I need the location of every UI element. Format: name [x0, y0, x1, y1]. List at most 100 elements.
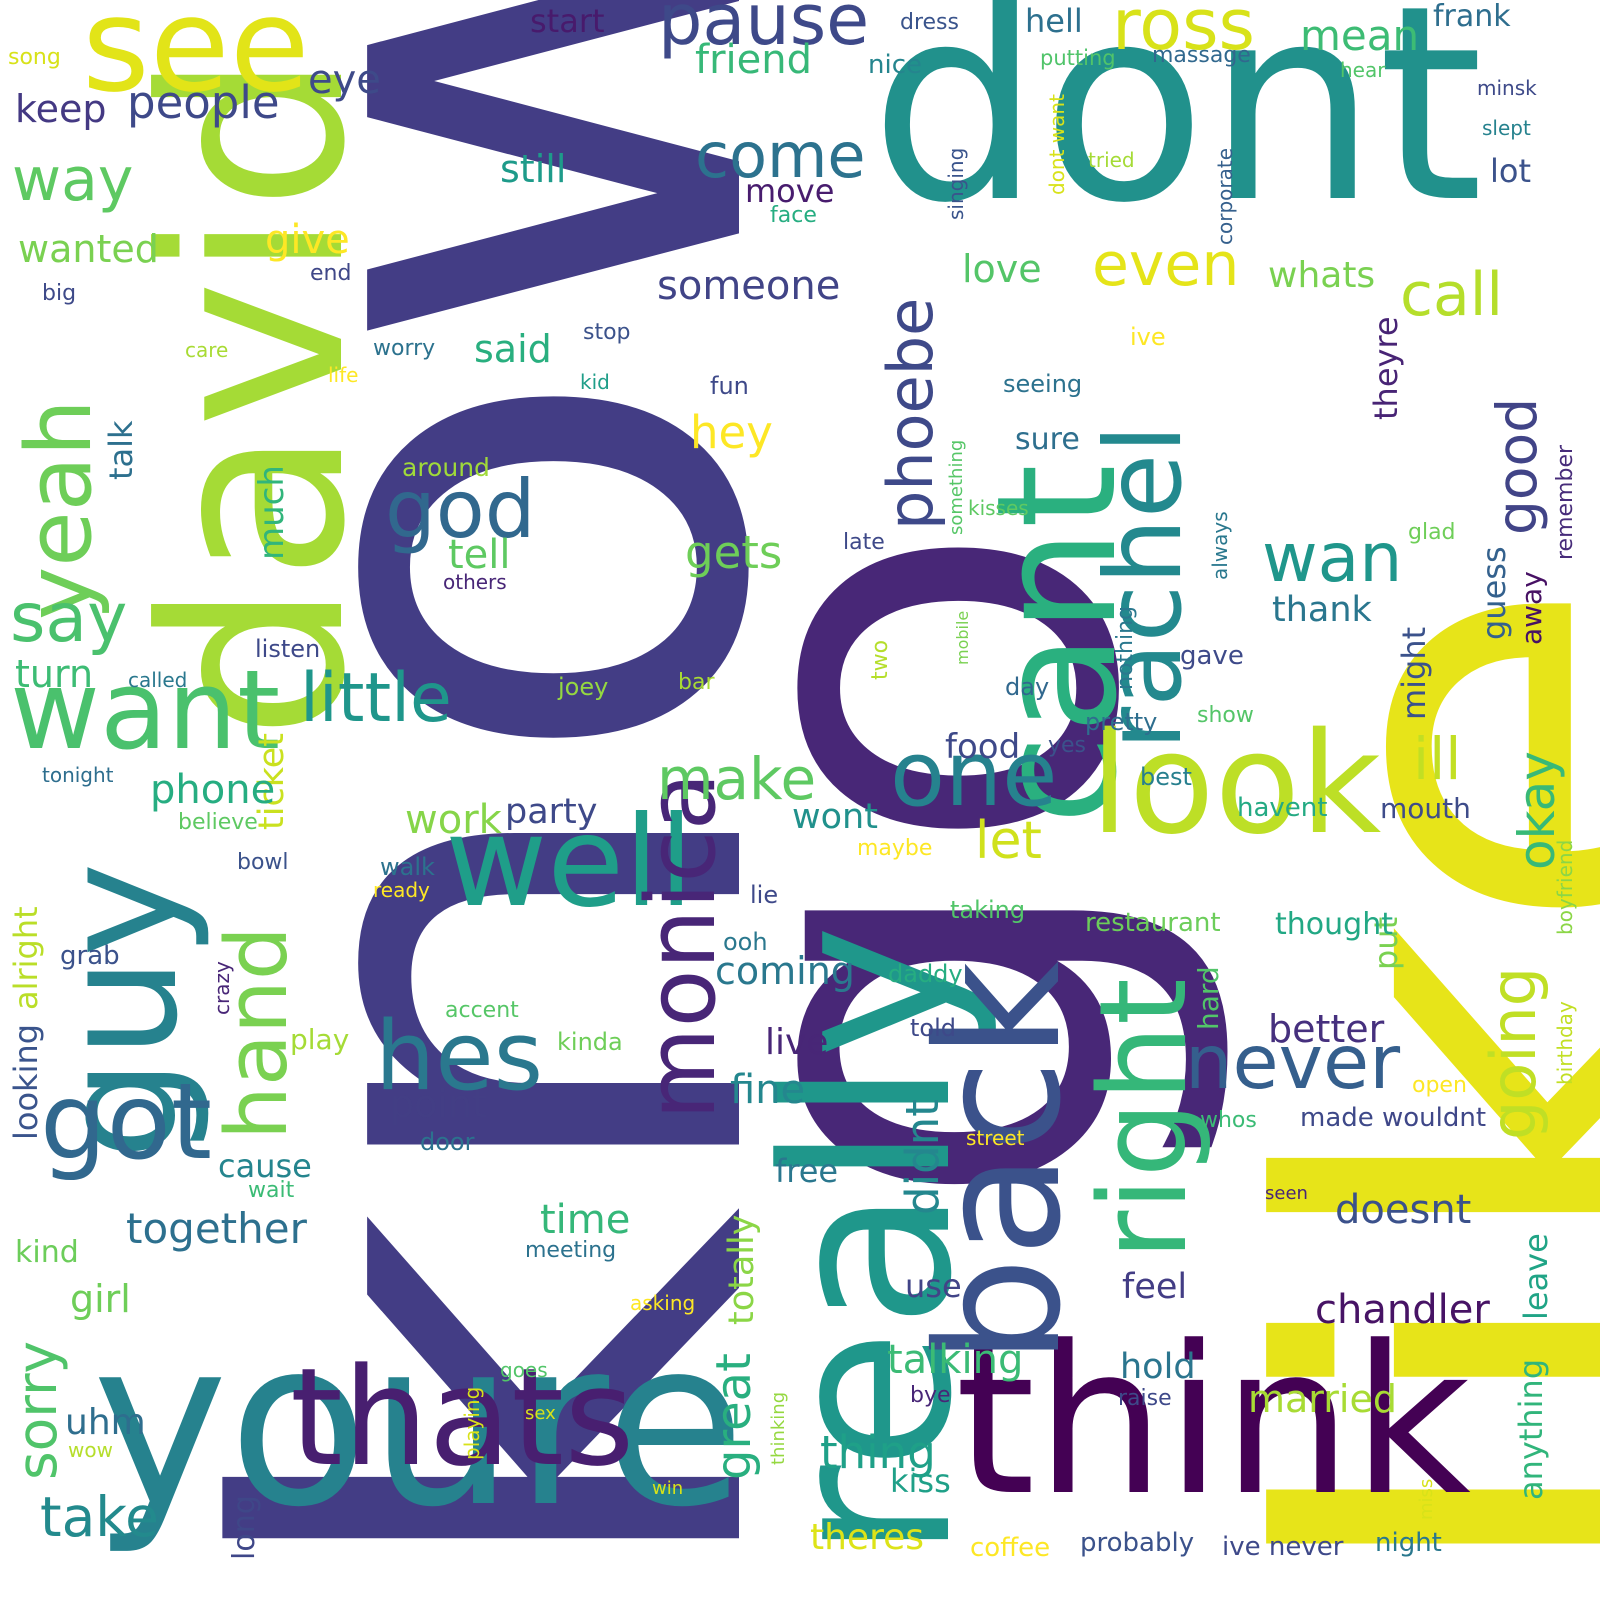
word-make: make — [657, 745, 817, 813]
word-probably: probably — [1080, 1528, 1195, 1558]
word-ive: ive — [1130, 323, 1166, 351]
word-take: take — [40, 1485, 159, 1549]
word-tell: tell — [448, 532, 511, 578]
word-told: told — [910, 1014, 956, 1042]
word-theyre: theyre — [1367, 316, 1405, 420]
word-wow: wow — [68, 1438, 113, 1462]
word-much: much — [252, 465, 292, 560]
word-around: around — [402, 453, 490, 482]
word-coming: coming — [715, 949, 855, 993]
word-late: late — [843, 530, 885, 555]
word-ill: ill — [1413, 725, 1462, 793]
word-said: said — [474, 327, 552, 371]
word-birthday: birthday — [1553, 1001, 1577, 1085]
word-love: love — [962, 247, 1042, 291]
word-still: still — [500, 147, 567, 191]
word-guess: guess — [1475, 546, 1513, 640]
word-big: big — [42, 281, 77, 306]
word-let: let — [975, 811, 1042, 871]
word-call: call — [1400, 260, 1504, 330]
word-two: two — [868, 639, 893, 680]
word-one: one — [890, 722, 1058, 827]
word-massage: massage — [1152, 43, 1251, 68]
word-long: long — [227, 1495, 262, 1560]
word-slept: slept — [1482, 116, 1531, 140]
word-monica: monica — [627, 772, 737, 1120]
word-wont: wont — [792, 797, 878, 837]
word-kind: kind — [15, 1235, 79, 1270]
word-hear: hear — [1340, 58, 1386, 82]
word-others: others — [443, 570, 507, 594]
word-girl: girl — [70, 1277, 131, 1321]
word-bowl: bowl — [237, 850, 289, 875]
word-mean: mean — [1300, 11, 1420, 60]
word-think: think — [955, 1303, 1471, 1541]
word-want: want — [10, 646, 281, 774]
word-say: say — [10, 579, 128, 658]
word-end: end — [310, 261, 352, 286]
word-someone: someone — [657, 263, 841, 309]
word-phoebe: phoebe — [874, 297, 947, 530]
word-thinking: thinking — [768, 1391, 789, 1465]
word-turn: turn — [15, 652, 94, 696]
word-see: see — [82, 0, 310, 121]
word-dont-want: dont want — [1045, 94, 1069, 195]
word-never: never — [1185, 1018, 1401, 1106]
word-lie: lie — [750, 881, 779, 909]
word-care: care — [185, 338, 229, 362]
word-asking: asking — [630, 1291, 696, 1315]
word-point: point — [390, 1082, 487, 1126]
word-goes: goes — [500, 1358, 548, 1382]
word-kisses: kisses — [968, 496, 1029, 520]
word-hey: hey — [690, 406, 773, 459]
word-made: made — [1300, 1103, 1374, 1133]
word-dont: dont — [870, 0, 1484, 262]
word-tried: tried — [1088, 148, 1135, 172]
word-food: food — [945, 727, 1021, 767]
word-kid: kid — [580, 370, 610, 394]
word-leave: leave — [1517, 1233, 1555, 1320]
word-coffee: coffee — [970, 1533, 1051, 1563]
word-gets: gets — [685, 526, 783, 579]
word-live: live — [765, 1022, 829, 1063]
word-people: people — [127, 76, 280, 129]
word-daddy: daddy — [888, 960, 963, 988]
word-anything: anything — [1512, 1358, 1550, 1500]
word-whats: whats — [1268, 255, 1376, 296]
word-give: give — [265, 217, 350, 263]
word-keep: keep — [15, 87, 107, 131]
word-pretty: pretty — [1085, 708, 1158, 736]
word-ross: ross — [1112, 0, 1256, 66]
word-thank: thank — [1272, 590, 1372, 630]
word-miss: miss — [1416, 1478, 1437, 1520]
word-party: party — [505, 792, 598, 832]
word-going: going — [1477, 966, 1550, 1140]
word-bar: bar — [678, 670, 715, 695]
word-well: well — [445, 790, 694, 935]
word-glad: glad — [1408, 520, 1456, 545]
word-even: even — [1092, 230, 1240, 300]
word-always: always — [1208, 511, 1232, 580]
word-tonight: tonight — [42, 763, 114, 787]
word-wanted: wanted — [18, 227, 159, 271]
word-believe: believe — [178, 810, 258, 835]
word-friend: friend — [695, 37, 812, 83]
word-thing: thing — [820, 1426, 936, 1479]
word-ooh: ooh — [723, 928, 768, 956]
word-yes: yes — [1048, 733, 1087, 758]
word-putting: putting — [1040, 46, 1116, 70]
word-thought: thought — [1275, 907, 1393, 942]
word-open: open — [1412, 1073, 1467, 1098]
word-worry: worry — [373, 336, 436, 361]
word-didnt: didnt — [896, 1099, 949, 1215]
word-move: move — [745, 172, 835, 210]
word-come: come — [695, 119, 866, 192]
word-god: god — [385, 463, 536, 556]
word-walk: walk — [380, 853, 435, 881]
word-feel: feel — [1122, 1267, 1188, 1307]
word-face: face — [770, 203, 817, 228]
word-talking: talking — [887, 1337, 1024, 1383]
word-married: married — [1248, 1377, 1397, 1421]
word-better: better — [1268, 1007, 1385, 1051]
